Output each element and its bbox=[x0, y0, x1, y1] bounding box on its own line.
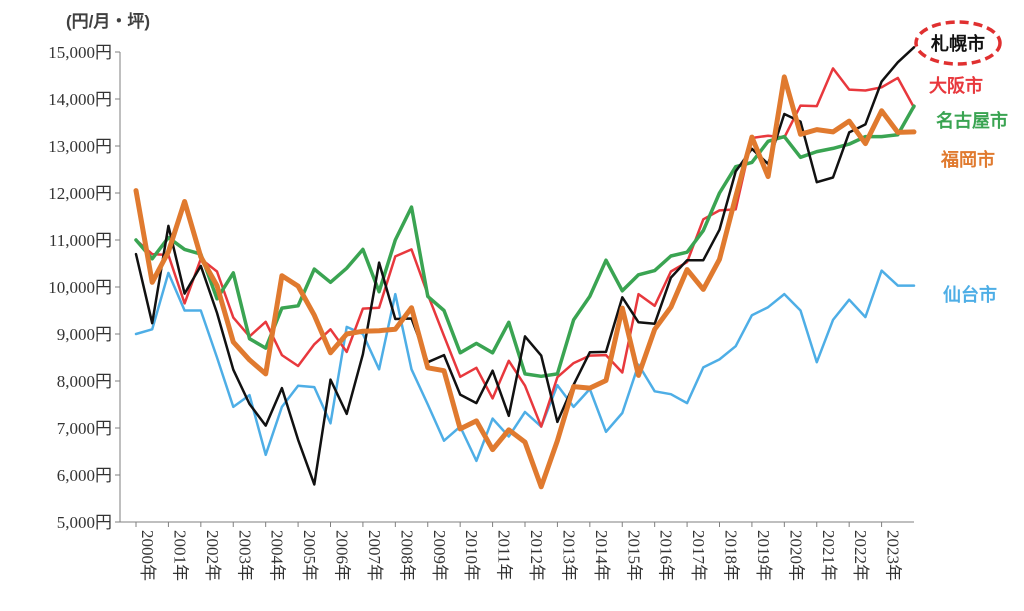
y-tick-label: 7,000円 bbox=[57, 419, 112, 438]
y-tick-label: 15,000円 bbox=[48, 43, 112, 62]
series-label: 仙台市 bbox=[943, 284, 997, 305]
x-axis: 2000年 2001年 2002年 2003年 2004年 2005年 2006年 2007年… bbox=[120, 521, 914, 581]
series-label: 札幌市 bbox=[930, 33, 985, 54]
x-tick-label: 2009年 bbox=[430, 530, 449, 581]
series-lines bbox=[133, 46, 917, 490]
unit-label: (円/月・坪) bbox=[66, 12, 150, 31]
y-tick-label: 13,000円 bbox=[48, 137, 112, 156]
x-tick-label: 2005年 bbox=[300, 530, 319, 581]
series-line bbox=[134, 269, 916, 463]
y-axis: 5,000円 6,000円 7,000円 8,000円 9,000円 10,000円 11,… bbox=[48, 43, 121, 532]
y-tick-label: 8,000円 bbox=[57, 372, 112, 391]
x-tick-label: 2012年 bbox=[527, 530, 546, 581]
x-tick-label: 2015年 bbox=[624, 530, 643, 581]
x-tick-label: 2022年 bbox=[851, 530, 870, 581]
x-tick-label: 2023年 bbox=[884, 530, 903, 581]
series-label: 大阪市 bbox=[929, 75, 983, 96]
x-tick-label: 2003年 bbox=[235, 530, 254, 581]
series-label: 福岡市 bbox=[940, 149, 995, 170]
x-tick-label: 2013年 bbox=[559, 530, 578, 581]
highlight-ellipse bbox=[914, 20, 1002, 66]
series-line bbox=[133, 74, 917, 490]
y-tick-label: 10,000円 bbox=[48, 278, 112, 297]
y-tick-label: 14,000円 bbox=[48, 90, 112, 109]
x-tick-label: 2008年 bbox=[397, 530, 416, 581]
series-line bbox=[134, 46, 916, 486]
x-tick-label: 2002年 bbox=[203, 530, 222, 581]
x-tick-label: 2016年 bbox=[657, 530, 676, 581]
x-tick-label: 2014年 bbox=[592, 530, 611, 581]
x-tick-label: 2019年 bbox=[754, 530, 773, 581]
y-tick-label: 12,000円 bbox=[48, 184, 112, 203]
y-tick-label: 5,000円 bbox=[57, 513, 112, 532]
y-tick-label: 9,000円 bbox=[57, 325, 112, 344]
x-tick-label: 2011年 bbox=[495, 530, 514, 580]
series-line bbox=[134, 104, 916, 379]
x-tick-label: 2010年 bbox=[462, 530, 481, 581]
x-tick-label: 2004年 bbox=[268, 530, 287, 581]
x-tick-label: 2021年 bbox=[819, 530, 838, 581]
x-tick-label: 2020年 bbox=[786, 530, 805, 581]
series-label: 名古屋市 bbox=[936, 110, 1008, 131]
x-tick-label: 2000年 bbox=[138, 530, 157, 581]
y-tick-label: 11,000円 bbox=[49, 231, 112, 250]
y-tick-label: 6,000円 bbox=[57, 466, 112, 485]
x-tick-label: 2017年 bbox=[689, 530, 708, 581]
x-tick-label: 2006年 bbox=[333, 530, 352, 581]
x-tick-label: 2007年 bbox=[365, 530, 384, 581]
x-tick-label: 2001年 bbox=[170, 530, 189, 581]
x-tick-label: 2018年 bbox=[722, 530, 741, 581]
